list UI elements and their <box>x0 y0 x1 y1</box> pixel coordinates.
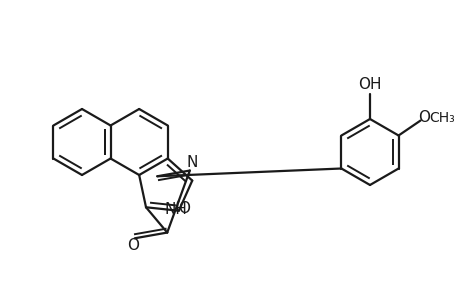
Text: CH₃: CH₃ <box>429 110 454 124</box>
Text: NH: NH <box>164 202 187 217</box>
Text: OH: OH <box>358 76 381 92</box>
Text: O: O <box>127 238 139 253</box>
Text: N: N <box>186 155 197 170</box>
Text: O: O <box>418 110 430 125</box>
Text: O: O <box>178 201 190 216</box>
